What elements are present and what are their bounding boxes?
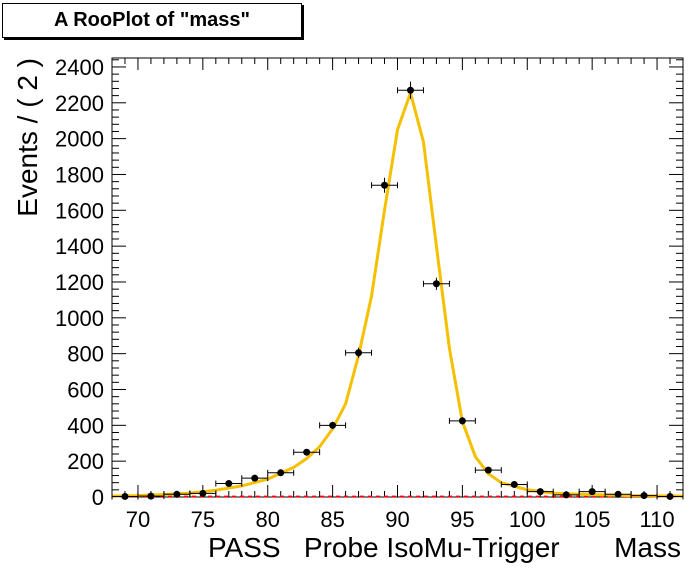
x-tick-label: 95 (450, 507, 474, 532)
data-point (215, 480, 243, 488)
x-tick-label: 105 (574, 507, 611, 532)
data-point (578, 488, 606, 496)
data-point (422, 277, 450, 290)
x-axis-title: PASS Probe IsoMu-Trigger Mass (208, 532, 681, 563)
plot-title: A RooPlot of "mass" (2, 3, 302, 38)
data-marker (666, 492, 674, 500)
y-tick-label: 0 (92, 485, 104, 510)
x-tick-label: 85 (320, 507, 344, 532)
y-tick-label: 1800 (55, 162, 104, 187)
data-marker (251, 474, 259, 482)
data-marker (406, 86, 414, 94)
axis-labels: 70 75 80 85 90 95 100 105 110 0 200 400 600 800 1000 12… (12, 55, 681, 563)
plot-frame (111, 57, 684, 498)
data-point (267, 469, 295, 477)
x-tick-label: 90 (385, 507, 409, 532)
y-tick-label: 2200 (55, 91, 104, 116)
data-marker (614, 490, 622, 498)
data-point (500, 480, 528, 488)
data-point (319, 421, 347, 429)
data-point (137, 492, 165, 500)
data-marker (640, 492, 648, 500)
data-point (293, 448, 321, 456)
data-marker (277, 469, 285, 477)
y-axis-title: Events / ( 2 ) (12, 58, 43, 217)
data-marker (329, 421, 337, 429)
data-point (474, 466, 502, 474)
fit-curve (111, 91, 684, 498)
data-marker (225, 480, 233, 488)
x-tick-label: 110 (640, 507, 675, 532)
data-point (189, 489, 217, 497)
y-tick-label: 1400 (55, 234, 104, 259)
x-tick-label: 80 (255, 507, 279, 532)
data-point (371, 177, 398, 193)
data-marker (121, 492, 129, 500)
y-tick-label: 2000 (55, 127, 104, 152)
data-point (397, 81, 424, 99)
x-tick-label: 70 (126, 507, 150, 532)
data-marker (355, 349, 363, 357)
x-tick-label: 100 (509, 507, 546, 532)
data-marker (562, 491, 570, 499)
x-tick-label: 75 (191, 507, 215, 532)
y-tick-label: 600 (67, 377, 104, 402)
data-point (526, 488, 554, 496)
data-marker (484, 466, 492, 474)
data-marker (147, 492, 155, 500)
y-tick-label: 800 (67, 342, 104, 367)
data-point (111, 492, 139, 500)
y-tick-label: 1200 (55, 270, 104, 295)
data-points (111, 81, 684, 500)
y-tick-label: 2400 (55, 55, 104, 80)
y-tick-label: 400 (67, 413, 104, 438)
data-marker (199, 489, 207, 497)
data-marker (303, 448, 311, 456)
data-point (241, 474, 269, 482)
data-marker (458, 417, 466, 425)
data-point (630, 492, 658, 500)
data-point (345, 347, 373, 358)
y-tick-label: 1600 (55, 198, 104, 223)
data-marker (432, 280, 440, 288)
data-point (448, 417, 476, 425)
data-marker (588, 488, 596, 496)
fit-curve-line (111, 91, 684, 498)
data-marker (381, 181, 389, 189)
data-point (552, 491, 580, 499)
y-tick-label: 200 (67, 449, 104, 474)
data-point (656, 492, 684, 500)
plot-axes (111, 57, 684, 498)
data-marker (536, 488, 544, 496)
data-marker (173, 490, 181, 498)
data-marker (510, 480, 518, 488)
y-tick-label: 1000 (55, 306, 104, 331)
